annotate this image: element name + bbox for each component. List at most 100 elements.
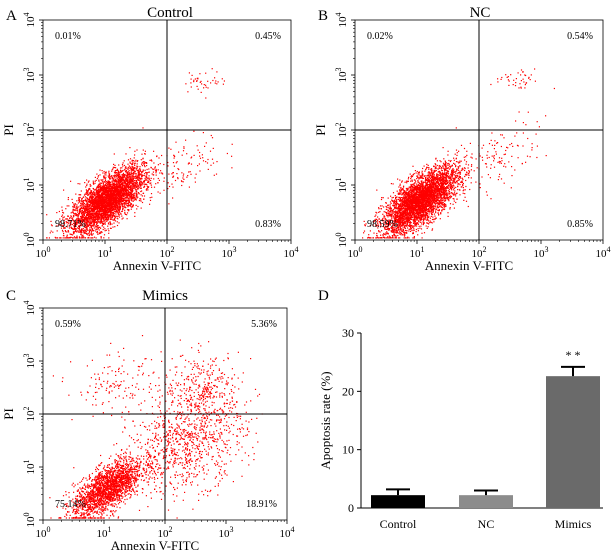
scatter-point <box>387 216 389 218</box>
scatter-point <box>95 223 98 226</box>
scatter-point <box>105 182 107 184</box>
scatter-point <box>105 229 107 231</box>
scatter-point <box>113 207 116 209</box>
scatter-point <box>96 228 98 230</box>
scatter-point <box>96 198 99 200</box>
scatter-point <box>85 192 87 194</box>
scatter-point <box>84 227 86 229</box>
scatter-point <box>90 213 92 216</box>
scatter-point <box>125 172 127 174</box>
scatter-point <box>392 237 394 239</box>
scatter-point <box>105 174 107 176</box>
scatter-point <box>111 195 114 197</box>
scatter-point <box>139 168 141 170</box>
scatter-point <box>89 196 91 198</box>
scatter-point <box>93 224 95 226</box>
scatter-point <box>84 221 86 223</box>
scatter-point <box>127 176 129 178</box>
scatter-point <box>94 208 96 210</box>
scatter-point <box>129 179 131 181</box>
scatter-point <box>152 168 154 170</box>
scatter-point <box>113 194 115 196</box>
scatter-point <box>437 171 439 173</box>
scatter-point <box>91 193 93 195</box>
scatter-point <box>188 186 190 188</box>
scatter-point <box>132 175 134 177</box>
scatter-point <box>80 190 82 192</box>
scatter-point <box>129 205 131 207</box>
scatter-point <box>111 180 113 182</box>
scatter-point <box>136 149 138 151</box>
scatter-point <box>153 150 155 152</box>
scatter-point <box>89 192 91 194</box>
scatter-point <box>143 186 145 188</box>
scatter-point <box>115 172 117 174</box>
scatter-point <box>78 236 81 238</box>
scatter-point <box>191 156 193 158</box>
scatter-point <box>146 188 148 190</box>
scatter-point <box>161 154 163 157</box>
scatter-point <box>67 224 69 226</box>
scatter-point <box>108 205 110 207</box>
scatter-point <box>141 165 143 167</box>
scatter-point <box>113 212 115 214</box>
scatter-point <box>223 80 225 82</box>
scatter-point <box>143 195 146 197</box>
scatter-point <box>465 185 467 188</box>
scatter-point <box>104 218 106 220</box>
scatter-point <box>82 219 85 221</box>
scatter-point <box>95 206 97 208</box>
scatter-point <box>123 192 125 194</box>
scatter-point <box>114 198 116 200</box>
scatter-point <box>119 192 121 195</box>
scatter-point <box>180 180 183 182</box>
scatter-point <box>97 197 100 199</box>
scatter-point <box>139 182 141 184</box>
scatter-point <box>365 223 367 225</box>
scatter-point <box>129 167 131 169</box>
quadrant-lower-left-percent: 98.71% <box>55 219 86 230</box>
scatter-point <box>121 179 123 181</box>
scatter-point <box>120 188 122 190</box>
scatter-point <box>158 179 160 181</box>
scatter-point <box>86 228 88 230</box>
scatter-point <box>109 202 112 205</box>
scatter-point <box>114 188 116 190</box>
scatter-point <box>106 193 108 195</box>
scatter-point <box>85 227 87 229</box>
scatter-point <box>104 172 106 174</box>
scatter-point <box>93 223 95 225</box>
scatter-point <box>392 192 395 194</box>
scatter-point <box>92 192 94 194</box>
scatter-point <box>102 183 104 185</box>
scatter-point <box>111 204 113 206</box>
scatter-point <box>113 180 115 182</box>
scatter-point <box>101 197 104 200</box>
scatter-point <box>105 189 107 191</box>
scatter-point <box>96 187 98 189</box>
scatter-point <box>95 196 97 198</box>
scatter-point <box>120 186 122 188</box>
scatter-point <box>95 215 97 217</box>
scatter-point <box>127 167 129 170</box>
scatter-point <box>132 182 135 184</box>
scatter-point <box>157 169 159 171</box>
scatter-point <box>109 188 111 190</box>
scatter-point <box>75 230 77 232</box>
scatter-point <box>63 222 65 224</box>
scatter-point <box>119 167 122 169</box>
scatter-point <box>199 157 202 159</box>
scatter-point <box>114 226 116 228</box>
scatter-point <box>127 189 129 191</box>
scatter-point <box>106 187 108 189</box>
scatter-point <box>84 196 87 198</box>
scatter-point <box>121 198 123 200</box>
scatter-point <box>79 208 82 210</box>
scatter-point <box>94 218 96 221</box>
scatter-point <box>120 193 122 195</box>
scatter-point <box>207 87 209 89</box>
scatter-point <box>62 211 64 213</box>
scatter-point <box>118 203 120 205</box>
scatter-point <box>71 223 73 226</box>
scatter-point <box>78 194 80 196</box>
